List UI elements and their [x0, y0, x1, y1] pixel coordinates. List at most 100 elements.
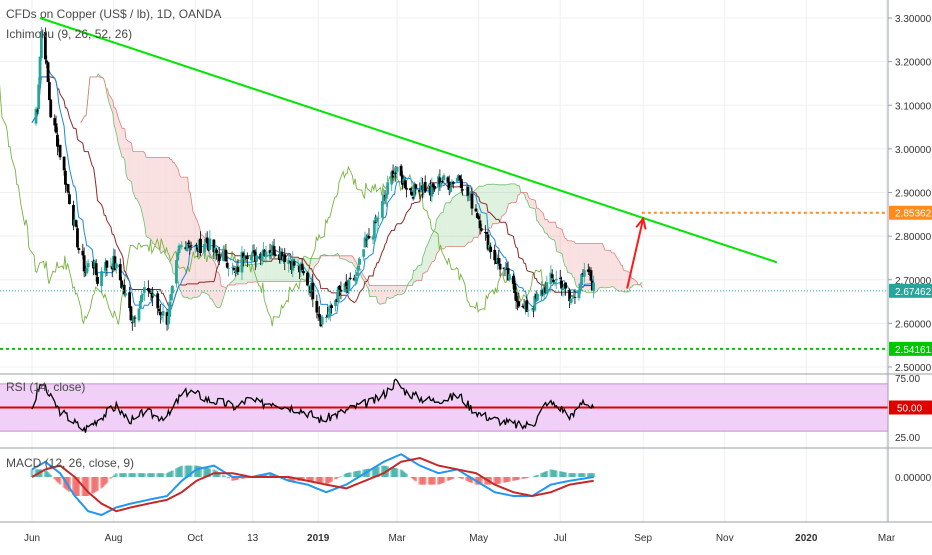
candle-body	[348, 279, 351, 290]
candle-body	[545, 282, 548, 293]
candle-body	[233, 268, 236, 270]
cloud-segment	[545, 219, 546, 233]
time-tick-label: May	[469, 533, 488, 544]
last-price-label: 2.67462	[895, 287, 932, 298]
time-tick-label: Oct	[187, 533, 203, 544]
candle-body	[349, 278, 352, 279]
time-tick-label: Nov	[716, 533, 734, 544]
cloud-segment	[245, 265, 246, 284]
cloud-segment	[133, 151, 134, 195]
cloud-segment	[426, 246, 427, 272]
price-tick-label: 2.80000	[895, 232, 932, 243]
cloud-segment	[565, 238, 566, 267]
cloud-segment	[164, 157, 165, 253]
time-tick-label: 13	[247, 533, 259, 544]
candle-body	[424, 182, 427, 192]
candle-body	[564, 283, 567, 289]
candle-body	[414, 184, 417, 188]
candle-body	[138, 308, 141, 320]
cloud-segment	[455, 193, 459, 246]
cloud-segment	[398, 285, 399, 295]
candle-body	[175, 260, 178, 283]
cloud-segment	[509, 184, 510, 204]
cloud-segment	[156, 157, 160, 249]
macd-histogram-bar	[134, 473, 137, 477]
cloud-segment	[459, 192, 460, 246]
candle-body	[68, 194, 71, 204]
candle-body	[471, 194, 474, 209]
candle-body	[358, 259, 361, 265]
candle-body	[574, 297, 577, 298]
candle-body	[59, 145, 62, 157]
rsi-legend[interactable]: RSI (14, close)	[6, 380, 85, 394]
cloud-segment	[415, 269, 416, 282]
cloud-segment	[178, 169, 179, 289]
cloud-segment	[142, 152, 143, 220]
macd-histogram-bar	[564, 472, 567, 477]
macd-histogram-bar	[105, 477, 108, 483]
candle-body	[592, 283, 595, 291]
cloud-segment	[442, 213, 443, 249]
cloud-segment	[600, 243, 601, 287]
cloud-segment	[482, 186, 483, 229]
cloud-segment	[384, 285, 385, 303]
candle-body	[293, 261, 296, 265]
macd-histogram-bar	[499, 477, 502, 484]
cloud-segment	[351, 256, 352, 263]
cloud-segment	[378, 285, 379, 303]
candle-body	[48, 82, 51, 100]
candle-body	[128, 292, 131, 308]
candle-body	[246, 256, 249, 259]
time-tick-label: Sep	[634, 533, 652, 544]
macd-histogram-bar	[433, 477, 436, 485]
cloud-segment	[349, 256, 350, 262]
candle-body	[302, 271, 305, 273]
rsi-tick-label: 75.00	[895, 374, 920, 385]
cloud-segment	[434, 229, 435, 262]
cloud-segment	[463, 195, 464, 247]
ichimoku-legend[interactable]: Ichimoku (9, 26, 52, 26)	[6, 27, 132, 41]
macd-histogram-bar	[349, 472, 352, 477]
cloud-segment	[460, 192, 461, 246]
rsi-tick-label: 25.00	[895, 433, 920, 444]
target-price-label: 2.85362	[895, 209, 932, 220]
cloud-segment	[145, 153, 146, 236]
candle-body	[237, 267, 240, 272]
cloud-segment	[390, 285, 394, 298]
cloud-segment	[210, 254, 211, 299]
cloud-segment	[181, 177, 182, 296]
cloud-segment	[462, 193, 463, 246]
cloud-segment	[170, 160, 171, 265]
cloud-segment	[553, 222, 554, 240]
macd-histogram-bar	[442, 477, 445, 482]
cloud-segment	[418, 265, 422, 281]
cloud-segment	[248, 264, 249, 282]
macd-legend[interactable]: MACD (12, 26, close, 9)	[6, 456, 134, 470]
price-tick-label: 2.90000	[895, 189, 932, 200]
cloud-segment	[259, 264, 263, 282]
candle-body	[152, 294, 155, 296]
cloud-segment	[440, 213, 441, 249]
cloud-segment	[263, 262, 264, 282]
candle-body	[222, 252, 225, 260]
candle-body	[306, 273, 309, 286]
cloud-segment	[387, 285, 388, 297]
macd-histogram-bar	[424, 477, 427, 485]
cloud-segment	[399, 285, 403, 295]
cloud-segment	[192, 203, 193, 299]
cloud-segment	[431, 233, 432, 263]
price-tick-label: 3.00000	[895, 145, 932, 156]
cloud-segment	[134, 152, 135, 199]
rsi-value-label: 50.00	[897, 404, 922, 415]
symbol-title[interactable]: CFDs on Copper (US$ / lb), 1D, OANDA	[6, 7, 221, 21]
candle-body	[49, 100, 52, 118]
candle-body	[508, 274, 511, 280]
candle-body	[134, 318, 137, 319]
cloud-segment	[444, 203, 445, 249]
candle-body	[283, 254, 286, 262]
candle-body	[105, 261, 108, 268]
candle-body	[442, 175, 445, 180]
price-tick-label: 3.10000	[895, 101, 932, 112]
